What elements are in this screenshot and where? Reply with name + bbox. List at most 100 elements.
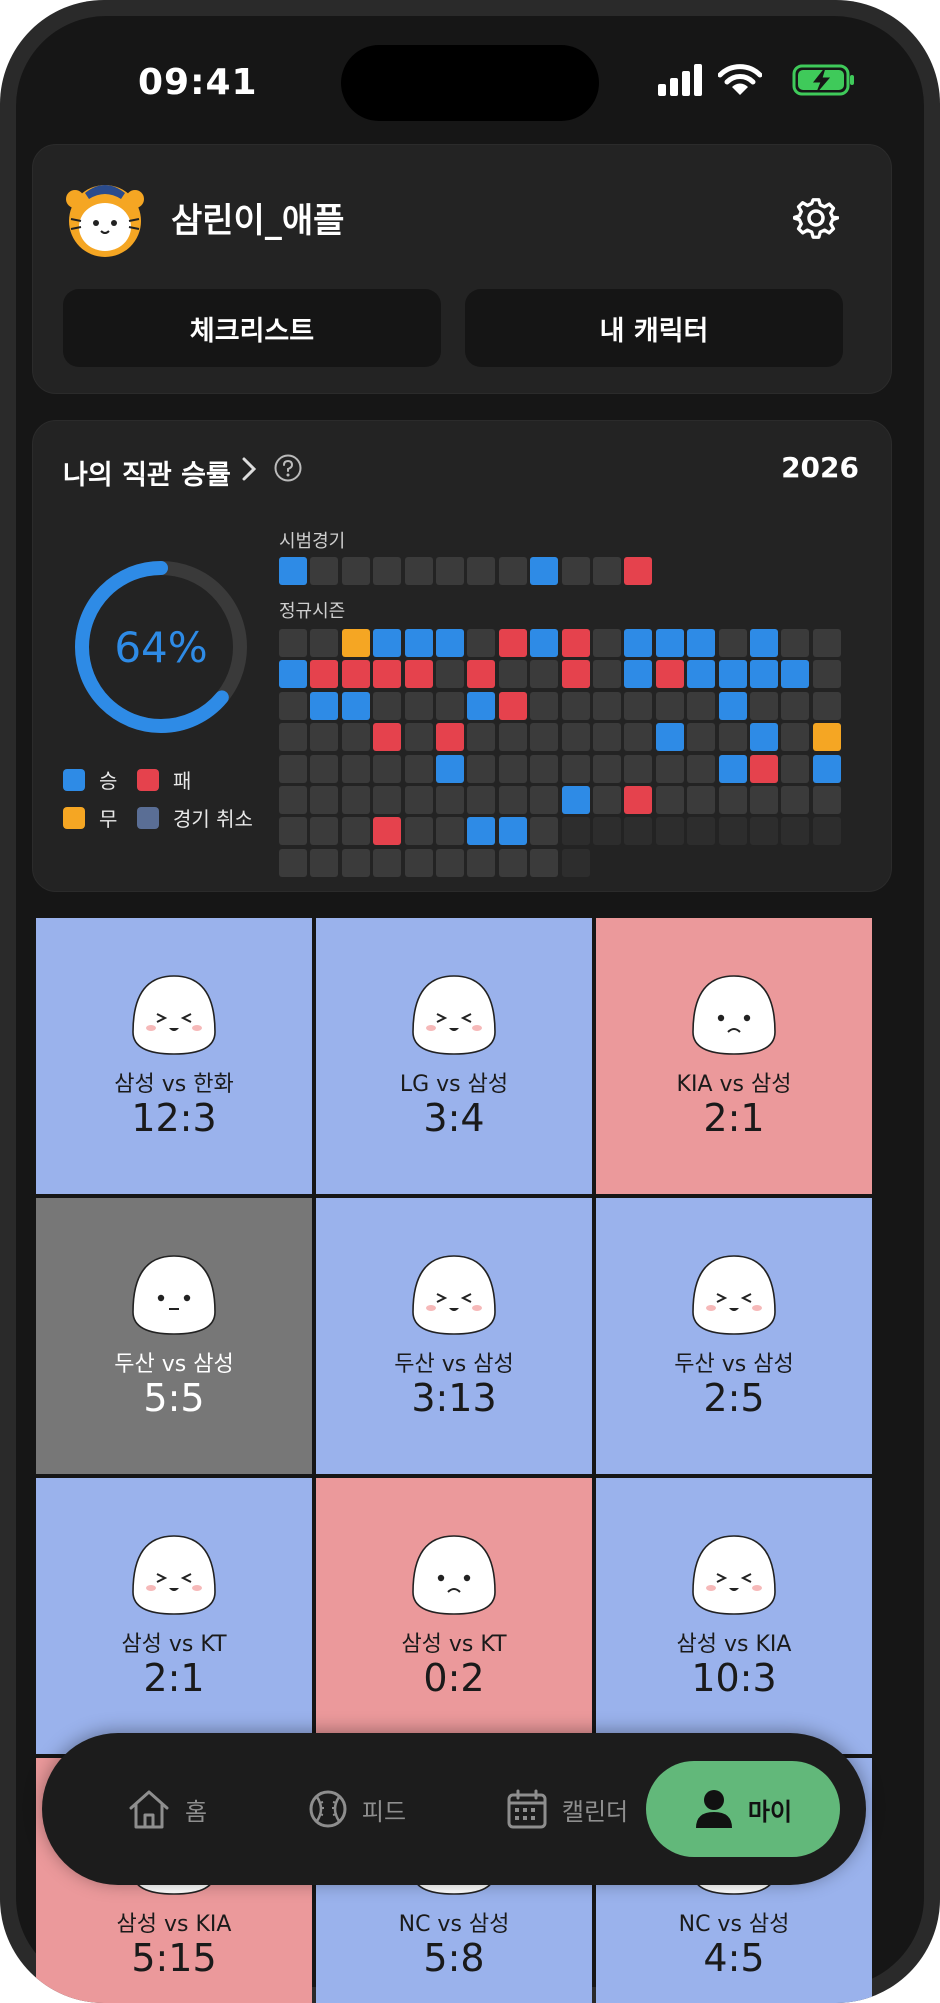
game-cell bbox=[436, 848, 464, 877]
game-cell bbox=[310, 848, 339, 877]
game-cell bbox=[341, 754, 370, 783]
win-cell bbox=[750, 660, 778, 689]
game-cell bbox=[279, 754, 307, 783]
game-cell bbox=[718, 629, 747, 657]
score-label: 10:3 bbox=[691, 1656, 777, 1700]
game-cell bbox=[373, 848, 402, 877]
game-cell bbox=[279, 723, 307, 752]
win-cell bbox=[655, 723, 684, 752]
game-cell bbox=[530, 848, 559, 877]
help-icon[interactable] bbox=[273, 453, 303, 483]
game-cell bbox=[436, 691, 464, 720]
game-tile[interactable]: 삼성 vs KIA 10:3 bbox=[596, 1478, 872, 1754]
game-tile[interactable]: 삼성 vs KT 0:2 bbox=[316, 1478, 592, 1754]
game-tile[interactable]: 삼성 vs 한화 12:3 bbox=[36, 918, 312, 1194]
loss-cell bbox=[373, 723, 402, 752]
game-cell bbox=[624, 723, 653, 752]
win-cell bbox=[279, 557, 307, 585]
preseason-label: 시범경기 bbox=[279, 531, 346, 552]
win-cell bbox=[373, 629, 402, 657]
checklist-button[interactable]: 체크리스트 bbox=[63, 289, 441, 367]
game-cell bbox=[341, 817, 370, 846]
legend-win: 승 bbox=[63, 765, 117, 794]
game-cell bbox=[812, 786, 841, 814]
game-cell bbox=[373, 691, 402, 720]
tiger-mascot-icon bbox=[66, 185, 144, 257]
game-tile[interactable]: LG vs 삼성 3:4 bbox=[316, 918, 592, 1194]
game-cell bbox=[279, 629, 307, 657]
game-cell bbox=[530, 691, 559, 720]
game-cell bbox=[530, 817, 559, 846]
year-label: 2026 bbox=[781, 451, 859, 484]
tab-my[interactable]: 마이 bbox=[646, 1761, 840, 1857]
home-icon bbox=[129, 1790, 169, 1829]
matchup-label: 두산 vs 삼성 bbox=[114, 1352, 234, 1377]
game-cell bbox=[561, 754, 590, 783]
loss-cell bbox=[498, 691, 527, 720]
game-cell bbox=[498, 723, 527, 752]
win-cell bbox=[436, 754, 464, 783]
loss-cell bbox=[373, 660, 402, 689]
chevron-right-icon[interactable] bbox=[239, 455, 259, 483]
game-cell bbox=[812, 660, 841, 689]
game-cell bbox=[655, 786, 684, 814]
game-cell bbox=[624, 691, 653, 720]
wifi-icon bbox=[718, 64, 762, 95]
loss-cell bbox=[467, 660, 496, 689]
game-tile[interactable]: 두산 vs 삼성 3:13 bbox=[316, 1198, 592, 1474]
matchup-label: KIA vs 삼성 bbox=[676, 1072, 792, 1097]
game-cell bbox=[624, 754, 653, 783]
game-cell bbox=[436, 817, 464, 846]
character-face-icon bbox=[692, 975, 776, 1055]
character-face-icon bbox=[692, 1535, 776, 1615]
game-tile[interactable]: KIA vs 삼성 2:1 bbox=[596, 918, 872, 1194]
legend-swatch-cancel bbox=[137, 806, 159, 829]
tab-calendar[interactable]: 캘린더 bbox=[492, 1733, 642, 1885]
draw-cell bbox=[812, 723, 841, 752]
score-label: 3:4 bbox=[423, 1096, 485, 1140]
game-cell bbox=[310, 786, 339, 814]
character-face-icon bbox=[132, 1255, 216, 1335]
game-cell bbox=[593, 723, 621, 752]
win-cell bbox=[467, 817, 496, 846]
tab-home[interactable]: 홈 bbox=[102, 1733, 232, 1885]
game-cell bbox=[781, 817, 810, 846]
my-character-button[interactable]: 내 캐릭터 bbox=[465, 289, 843, 367]
game-cell bbox=[373, 786, 402, 814]
win-cell bbox=[687, 629, 716, 657]
game-tile[interactable]: 두산 vs 삼성 5:5 bbox=[36, 1198, 312, 1474]
game-cell bbox=[279, 848, 307, 877]
win-cell bbox=[655, 629, 684, 657]
game-cell bbox=[593, 754, 621, 783]
tab-feed[interactable]: 피드 bbox=[282, 1733, 432, 1885]
character-face-icon bbox=[692, 1255, 776, 1335]
game-cell bbox=[781, 786, 810, 814]
win-rate-title[interactable]: 나의 직관 승률 bbox=[63, 460, 231, 491]
game-tile[interactable]: 두산 vs 삼성 2:5 bbox=[596, 1198, 872, 1474]
win-cell bbox=[436, 629, 464, 657]
game-cell bbox=[467, 786, 496, 814]
loss-cell bbox=[561, 660, 590, 689]
loss-cell bbox=[436, 723, 464, 752]
game-cell bbox=[812, 691, 841, 720]
game-cell bbox=[498, 848, 527, 877]
character-face-icon bbox=[412, 975, 496, 1055]
username: 삼린이_애플 bbox=[171, 201, 345, 241]
game-tile[interactable]: 삼성 vs KT 2:1 bbox=[36, 1478, 312, 1754]
gear-icon[interactable] bbox=[793, 195, 839, 241]
loss-cell bbox=[655, 660, 684, 689]
game-cell bbox=[310, 629, 339, 657]
win-cell bbox=[812, 754, 841, 783]
game-cell bbox=[341, 557, 370, 585]
loss-cell bbox=[341, 660, 370, 689]
game-cell bbox=[373, 754, 402, 783]
game-cell bbox=[404, 848, 433, 877]
game-cell bbox=[687, 691, 716, 720]
game-cell bbox=[341, 786, 370, 814]
win-cell bbox=[624, 660, 653, 689]
win-cell bbox=[530, 557, 559, 585]
game-cell bbox=[530, 723, 559, 752]
game-cell bbox=[561, 817, 590, 846]
game-cell bbox=[812, 629, 841, 657]
